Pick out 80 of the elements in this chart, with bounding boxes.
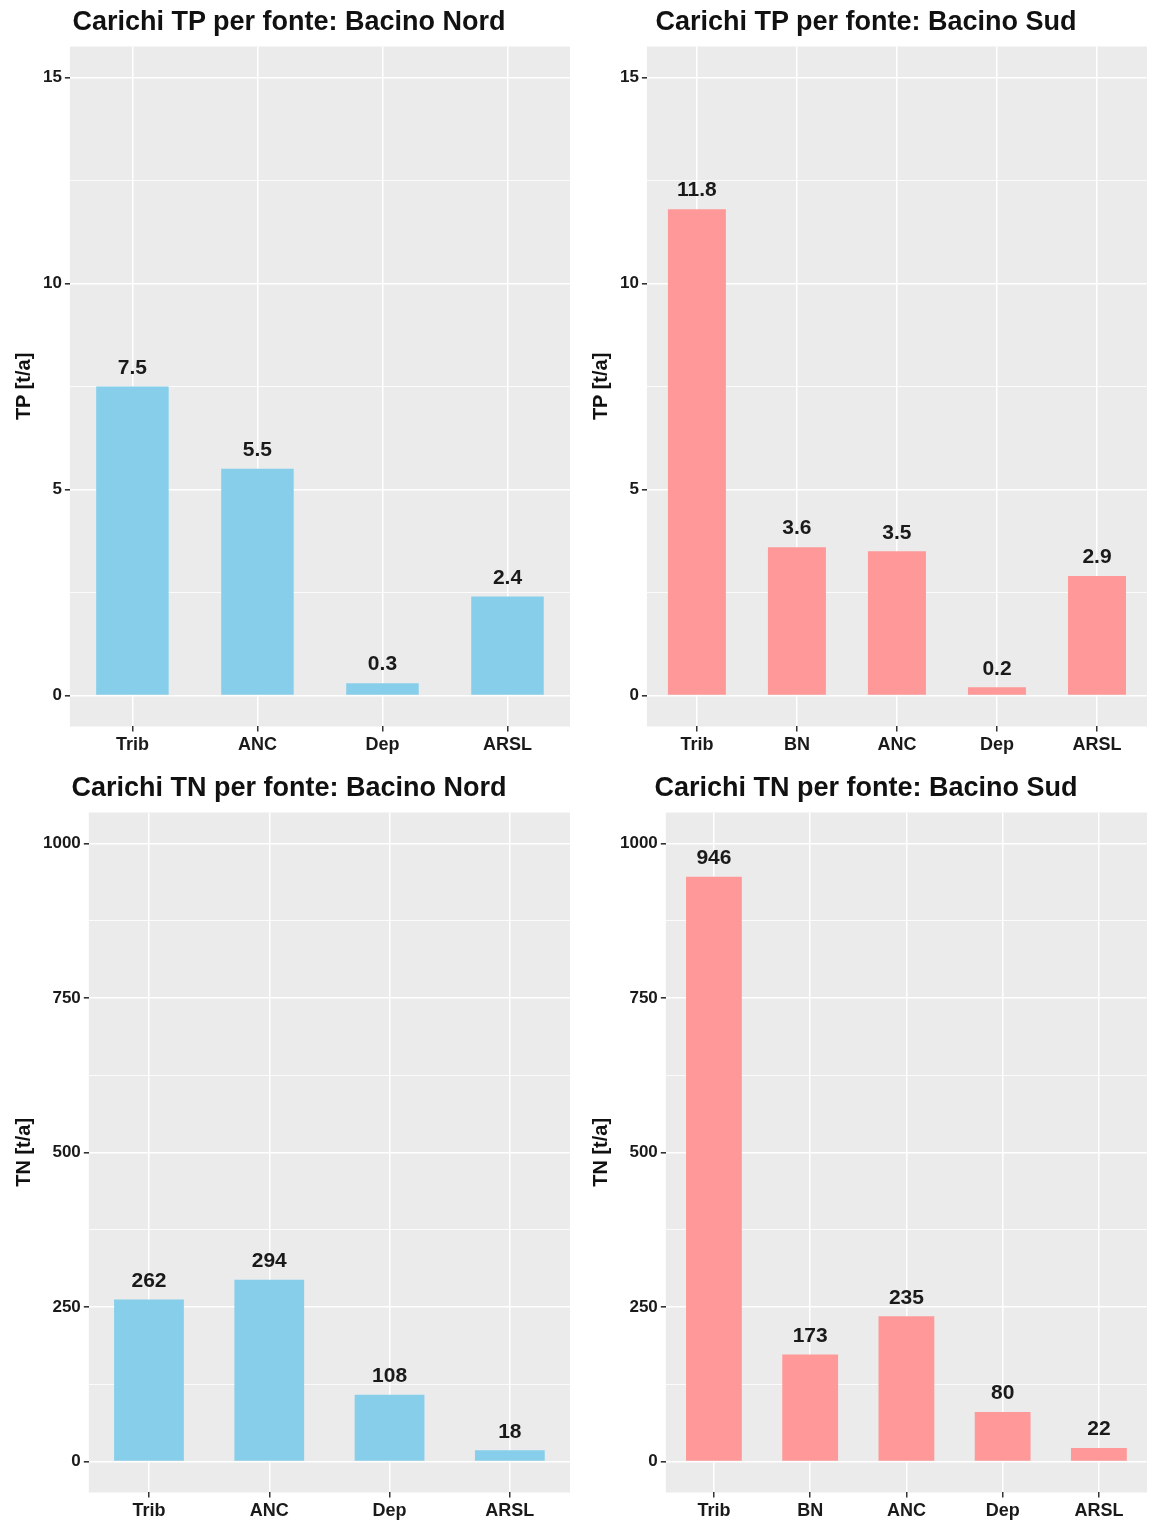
data-label: 946 [696, 844, 732, 868]
x-tick-label: ANC [249, 1500, 289, 1521]
data-label: 2.4 [492, 564, 523, 588]
chart-title: Carichi TN per fonte: Bacino Nord [71, 771, 507, 802]
bar [967, 687, 1026, 695]
bar [667, 209, 726, 695]
x-tick-label: Trib [697, 1500, 731, 1521]
y-axis-title: TP [t/a] [11, 352, 34, 421]
data-label: 2.9 [1082, 544, 1112, 568]
data-label: 3.6 [782, 515, 812, 539]
bar [471, 596, 544, 695]
y-axis-title: TN [t/a] [11, 1117, 34, 1187]
y-tick-label: 0 [648, 1451, 658, 1471]
data-label: 108 [372, 1363, 408, 1387]
bar [1070, 1447, 1127, 1461]
y-tick-label: 0 [52, 685, 62, 705]
bar [474, 1450, 545, 1461]
x-tick-label: ARSL [1074, 1500, 1124, 1521]
data-label: 3.5 [882, 519, 912, 543]
bar [767, 547, 826, 695]
y-tick-label: 250 [52, 1296, 81, 1316]
bar [878, 1316, 935, 1461]
x-tick-label: BN [783, 734, 810, 755]
y-tick-label: 10 [619, 273, 639, 293]
x-tick-label: ARSL [482, 734, 532, 755]
y-tick-label: 750 [629, 987, 658, 1007]
x-tick-label: Trib [132, 1500, 166, 1521]
x-tick-label: ANC [237, 734, 277, 755]
bar [114, 1299, 184, 1461]
x-tick-label: Dep [372, 1500, 407, 1521]
bar [782, 1354, 839, 1461]
y-axis-title: TN [t/a] [588, 1117, 611, 1187]
y-tick-label: 5 [52, 479, 62, 499]
y-tick-label: 5 [629, 479, 639, 499]
y-tick-label: 250 [629, 1296, 658, 1316]
x-tick-label: BN [797, 1500, 824, 1521]
bar [346, 683, 419, 695]
chart-title: Carichi TP per fonte: Bacino Sud [655, 5, 1077, 36]
data-label: 80 [990, 1380, 1015, 1404]
bar [867, 551, 926, 695]
x-tick-label: Trib [680, 734, 714, 755]
data-label: 173 [792, 1322, 828, 1346]
y-tick-label: 10 [42, 273, 62, 293]
x-tick-label: Dep [985, 1500, 1020, 1521]
data-label: 18 [498, 1418, 522, 1442]
bar [974, 1412, 1031, 1461]
bar [686, 876, 742, 1461]
y-tick-label: 1000 [42, 833, 81, 852]
data-label: 262 [131, 1267, 167, 1291]
y-tick-label: 15 [42, 67, 62, 86]
x-tick-label: Dep [979, 734, 1014, 755]
y-tick-label: 0 [71, 1451, 81, 1471]
chart-title: Carichi TN per fonte: Bacino Sud [654, 771, 1078, 802]
data-label: 294 [251, 1248, 288, 1272]
x-tick-label: ARSL [1072, 734, 1122, 755]
data-label: 7.5 [117, 354, 148, 378]
bar [96, 386, 169, 695]
data-label: 235 [888, 1284, 925, 1308]
x-tick-label: ANC [877, 734, 917, 755]
data-label: 11.8 [677, 177, 718, 201]
x-tick-label: ARSL [485, 1500, 535, 1521]
data-label: 0.2 [982, 655, 1012, 679]
y-tick-label: 500 [629, 1142, 658, 1162]
data-label: 22 [1087, 1416, 1111, 1440]
x-tick-label: Trib [115, 734, 149, 755]
bar [354, 1394, 425, 1461]
bar [221, 468, 294, 695]
data-label: 5.5 [242, 437, 273, 461]
chart-title: Carichi TP per fonte: Bacino Nord [72, 5, 506, 36]
bar [1067, 575, 1126, 695]
y-tick-label: 500 [52, 1142, 81, 1162]
data-label: 0.3 [367, 651, 398, 675]
bar [234, 1279, 305, 1461]
x-tick-label: ANC [886, 1500, 926, 1521]
y-axis-title: TP [t/a] [588, 352, 611, 421]
y-tick-label: 0 [629, 685, 639, 705]
y-tick-label: 1000 [619, 833, 658, 852]
y-tick-label: 750 [52, 987, 81, 1007]
y-tick-label: 15 [619, 67, 639, 86]
x-tick-label: Dep [365, 734, 400, 755]
